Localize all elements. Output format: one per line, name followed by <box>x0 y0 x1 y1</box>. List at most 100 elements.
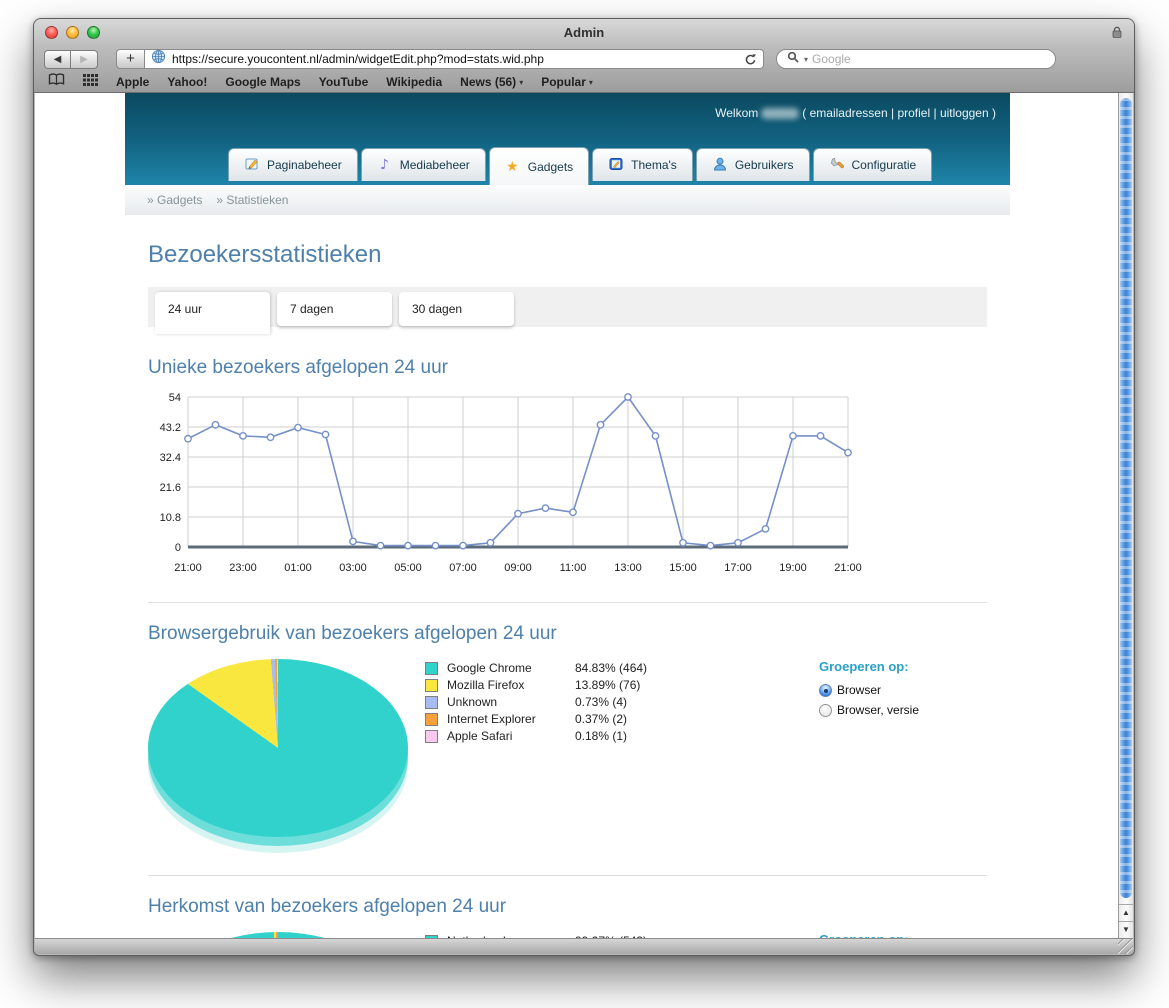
legend-row-internet-explorer: Internet Explorer 0.37% (2) <box>425 712 647 726</box>
browser-window: Admin ◀ ▶ + https://secure.youcontent.nl… <box>33 18 1135 956</box>
period-tab-30-dagen[interactable]: 30 dagen <box>399 292 514 326</box>
bookmark-wikipedia[interactable]: Wikipedia <box>386 75 443 89</box>
section-title: Unieke bezoekers afgelopen 24 uur <box>148 357 448 378</box>
browser-pie-area <box>148 659 425 855</box>
nav-tab-configuratie[interactable]: Configuratie <box>812 148 933 181</box>
radio-button[interactable] <box>819 683 832 697</box>
chevron-down-icon: ▾ <box>588 77 593 87</box>
svg-text:13:00: 13:00 <box>614 562 642 574</box>
origin-group-by: Groeperen op:LandLand, regioLand, regio,… <box>819 932 987 938</box>
legend-label: Internet Explorer <box>447 712 536 726</box>
svg-text:43.2: 43.2 <box>160 422 181 434</box>
group-by-heading: Groeperen op: <box>819 932 987 938</box>
legend-value: 0.18% (1) <box>575 729 628 743</box>
search-icon <box>787 50 800 68</box>
page-content: Bezoekersstatistieken 24 uur 7 dagen 30 da… <box>125 241 1010 938</box>
nav-tab-gebruikers[interactable]: Gebruikers <box>695 148 810 181</box>
svg-text:21:00: 21:00 <box>174 562 202 574</box>
legend-label: Netherlands <box>447 934 575 938</box>
group-by-heading: Groeperen op: <box>819 659 909 674</box>
visitors-line-chart: 0 10.8 21.6 32.4 43.2 54 21:00 23:00 01:00 03:00 0… <box>148 389 987 582</box>
search-field[interactable]: ▾ Google <box>776 49 1056 69</box>
svg-text:★: ★ <box>506 159 519 174</box>
nav-tab-paginabeheer[interactable]: Paginabeheer <box>228 148 358 181</box>
legend-row-netherlands: Netherlands99.27% (543) <box>425 934 647 938</box>
legend-label: Apple Safari <box>447 729 513 743</box>
svg-text:0: 0 <box>175 542 181 554</box>
scroll-up-button[interactable]: ▲ <box>1119 904 1133 921</box>
account-link-uitloggen[interactable]: uitloggen <box>939 106 989 120</box>
site-header: Welkom( emailadressen | profiel | uitlog… <box>125 93 1010 185</box>
origin-legend: Netherlands99.27% (543)Russian Federatio… <box>425 934 647 938</box>
minimize-window-button[interactable] <box>66 26 79 39</box>
account-link-emailadressen[interactable]: emailadressen <box>809 106 888 120</box>
bookmark-apple[interactable]: Apple <box>116 75 150 89</box>
window-titlebar[interactable]: Admin <box>34 19 1134 46</box>
vertical-scrollbar[interactable]: ▲ ▼ <box>1118 93 1133 938</box>
svg-text:17:00: 17:00 <box>724 562 752 574</box>
svg-text:19:00: 19:00 <box>779 562 807 574</box>
period-tab-7-dagen[interactable]: 7 dagen <box>277 292 392 326</box>
legend-value: 0.37% (2) <box>575 712 628 726</box>
nav-tab-thema-s[interactable]: Thema's <box>592 148 693 181</box>
top-sites-grid-icon[interactable] <box>83 73 98 91</box>
svg-text:23:00: 23:00 <box>229 562 257 574</box>
bookmark-google-maps[interactable]: Google Maps <box>225 75 301 89</box>
user-icon <box>712 156 728 174</box>
plus-button[interactable]: + <box>116 49 144 69</box>
radio-button[interactable] <box>819 703 832 717</box>
svg-text:15:00: 15:00 <box>669 562 697 574</box>
nav-tab-label: Gadgets <box>527 159 574 174</box>
address-bar[interactable]: https://secure.youcontent.nl/admin/widge… <box>144 49 764 69</box>
chevron-down-icon: ▾ <box>519 77 524 87</box>
legend-swatch <box>425 712 438 726</box>
page-viewport: Welkom( emailadressen | profiel | uitlog… <box>35 93 1118 938</box>
bookmark-popular[interactable]: Popular ▾ <box>541 75 593 89</box>
welcome-prefix: Welkom <box>715 106 759 120</box>
zoom-window-button[interactable] <box>87 26 100 39</box>
bookmark-news-56[interactable]: News (56) ▾ <box>460 75 524 89</box>
svg-text:09:00: 09:00 <box>504 562 532 574</box>
music-note-icon: ♪ <box>377 156 393 174</box>
main-navigation: Paginabeheer ♪ Mediabeheer ★ Gadgets Thema's G… <box>228 147 933 185</box>
legend-label: Google Chrome <box>447 661 532 675</box>
tools-icon <box>829 156 845 174</box>
period-tab-24-uur[interactable]: 24 uur <box>155 292 270 334</box>
browser-pie-chart <box>148 659 408 855</box>
bookmark-youtube[interactable]: YouTube <box>318 75 369 89</box>
search-engine-dropdown-icon[interactable]: ▾ <box>804 54 809 64</box>
radio-browser[interactable]: Browser <box>819 683 987 697</box>
svg-text:11:00: 11:00 <box>560 562 587 574</box>
breadcrumb-separator: » <box>216 193 227 207</box>
bookmark-yahoo[interactable]: Yahoo! <box>167 75 208 89</box>
resize-grip[interactable] <box>1118 939 1133 954</box>
browser-section: Google Chrome 84.83% (464) Mozilla Firefox… <box>148 659 987 855</box>
scrollbar-thumb[interactable] <box>1120 98 1132 898</box>
nav-tab-mediabeheer[interactable]: ♪ Mediabeheer <box>360 148 486 181</box>
section-divider <box>148 602 987 603</box>
nav-tab-gadgets[interactable]: ★ Gadgets <box>488 147 590 185</box>
page-edit-icon <box>244 156 260 174</box>
breadcrumb-link-gadgets[interactable]: Gadgets <box>157 193 203 207</box>
lock-icon <box>1112 26 1122 44</box>
nav-tab-label: Configuratie <box>851 158 917 172</box>
breadcrumb-separator: » <box>147 193 158 207</box>
breadcrumb-link-statistieken[interactable]: Statistieken <box>226 193 289 207</box>
radio-browser-versie[interactable]: Browser, versie <box>819 703 987 717</box>
scroll-down-button[interactable]: ▼ <box>1119 921 1133 938</box>
search-placeholder: Google <box>812 52 851 66</box>
svg-text:♪: ♪ <box>380 157 389 172</box>
bookmarks-book-icon[interactable] <box>48 73 65 91</box>
nav-tab-label: Paginabeheer <box>267 158 342 172</box>
account-link-profiel[interactable]: profiel <box>897 106 931 120</box>
forward-button[interactable]: ▶ <box>71 49 98 69</box>
username-blurred <box>761 108 800 120</box>
back-button[interactable]: ◀ <box>44 49 71 69</box>
window-bottom-bar <box>35 938 1133 954</box>
radio-label: Browser, versie <box>837 703 920 717</box>
close-window-button[interactable] <box>45 26 58 39</box>
site-favicon-globe-icon <box>151 49 166 69</box>
reload-button[interactable] <box>744 53 757 66</box>
browser-legend: Google Chrome 84.83% (464) Mozilla Firefox… <box>425 661 647 855</box>
